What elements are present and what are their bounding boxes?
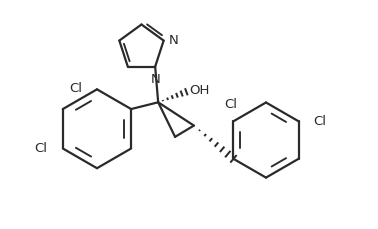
Text: N: N: [150, 73, 160, 86]
Text: Cl: Cl: [34, 142, 47, 155]
Text: N: N: [169, 34, 178, 47]
Text: OH: OH: [189, 84, 210, 97]
Text: Cl: Cl: [224, 98, 237, 111]
Text: Cl: Cl: [313, 115, 326, 128]
Text: Cl: Cl: [70, 82, 83, 95]
